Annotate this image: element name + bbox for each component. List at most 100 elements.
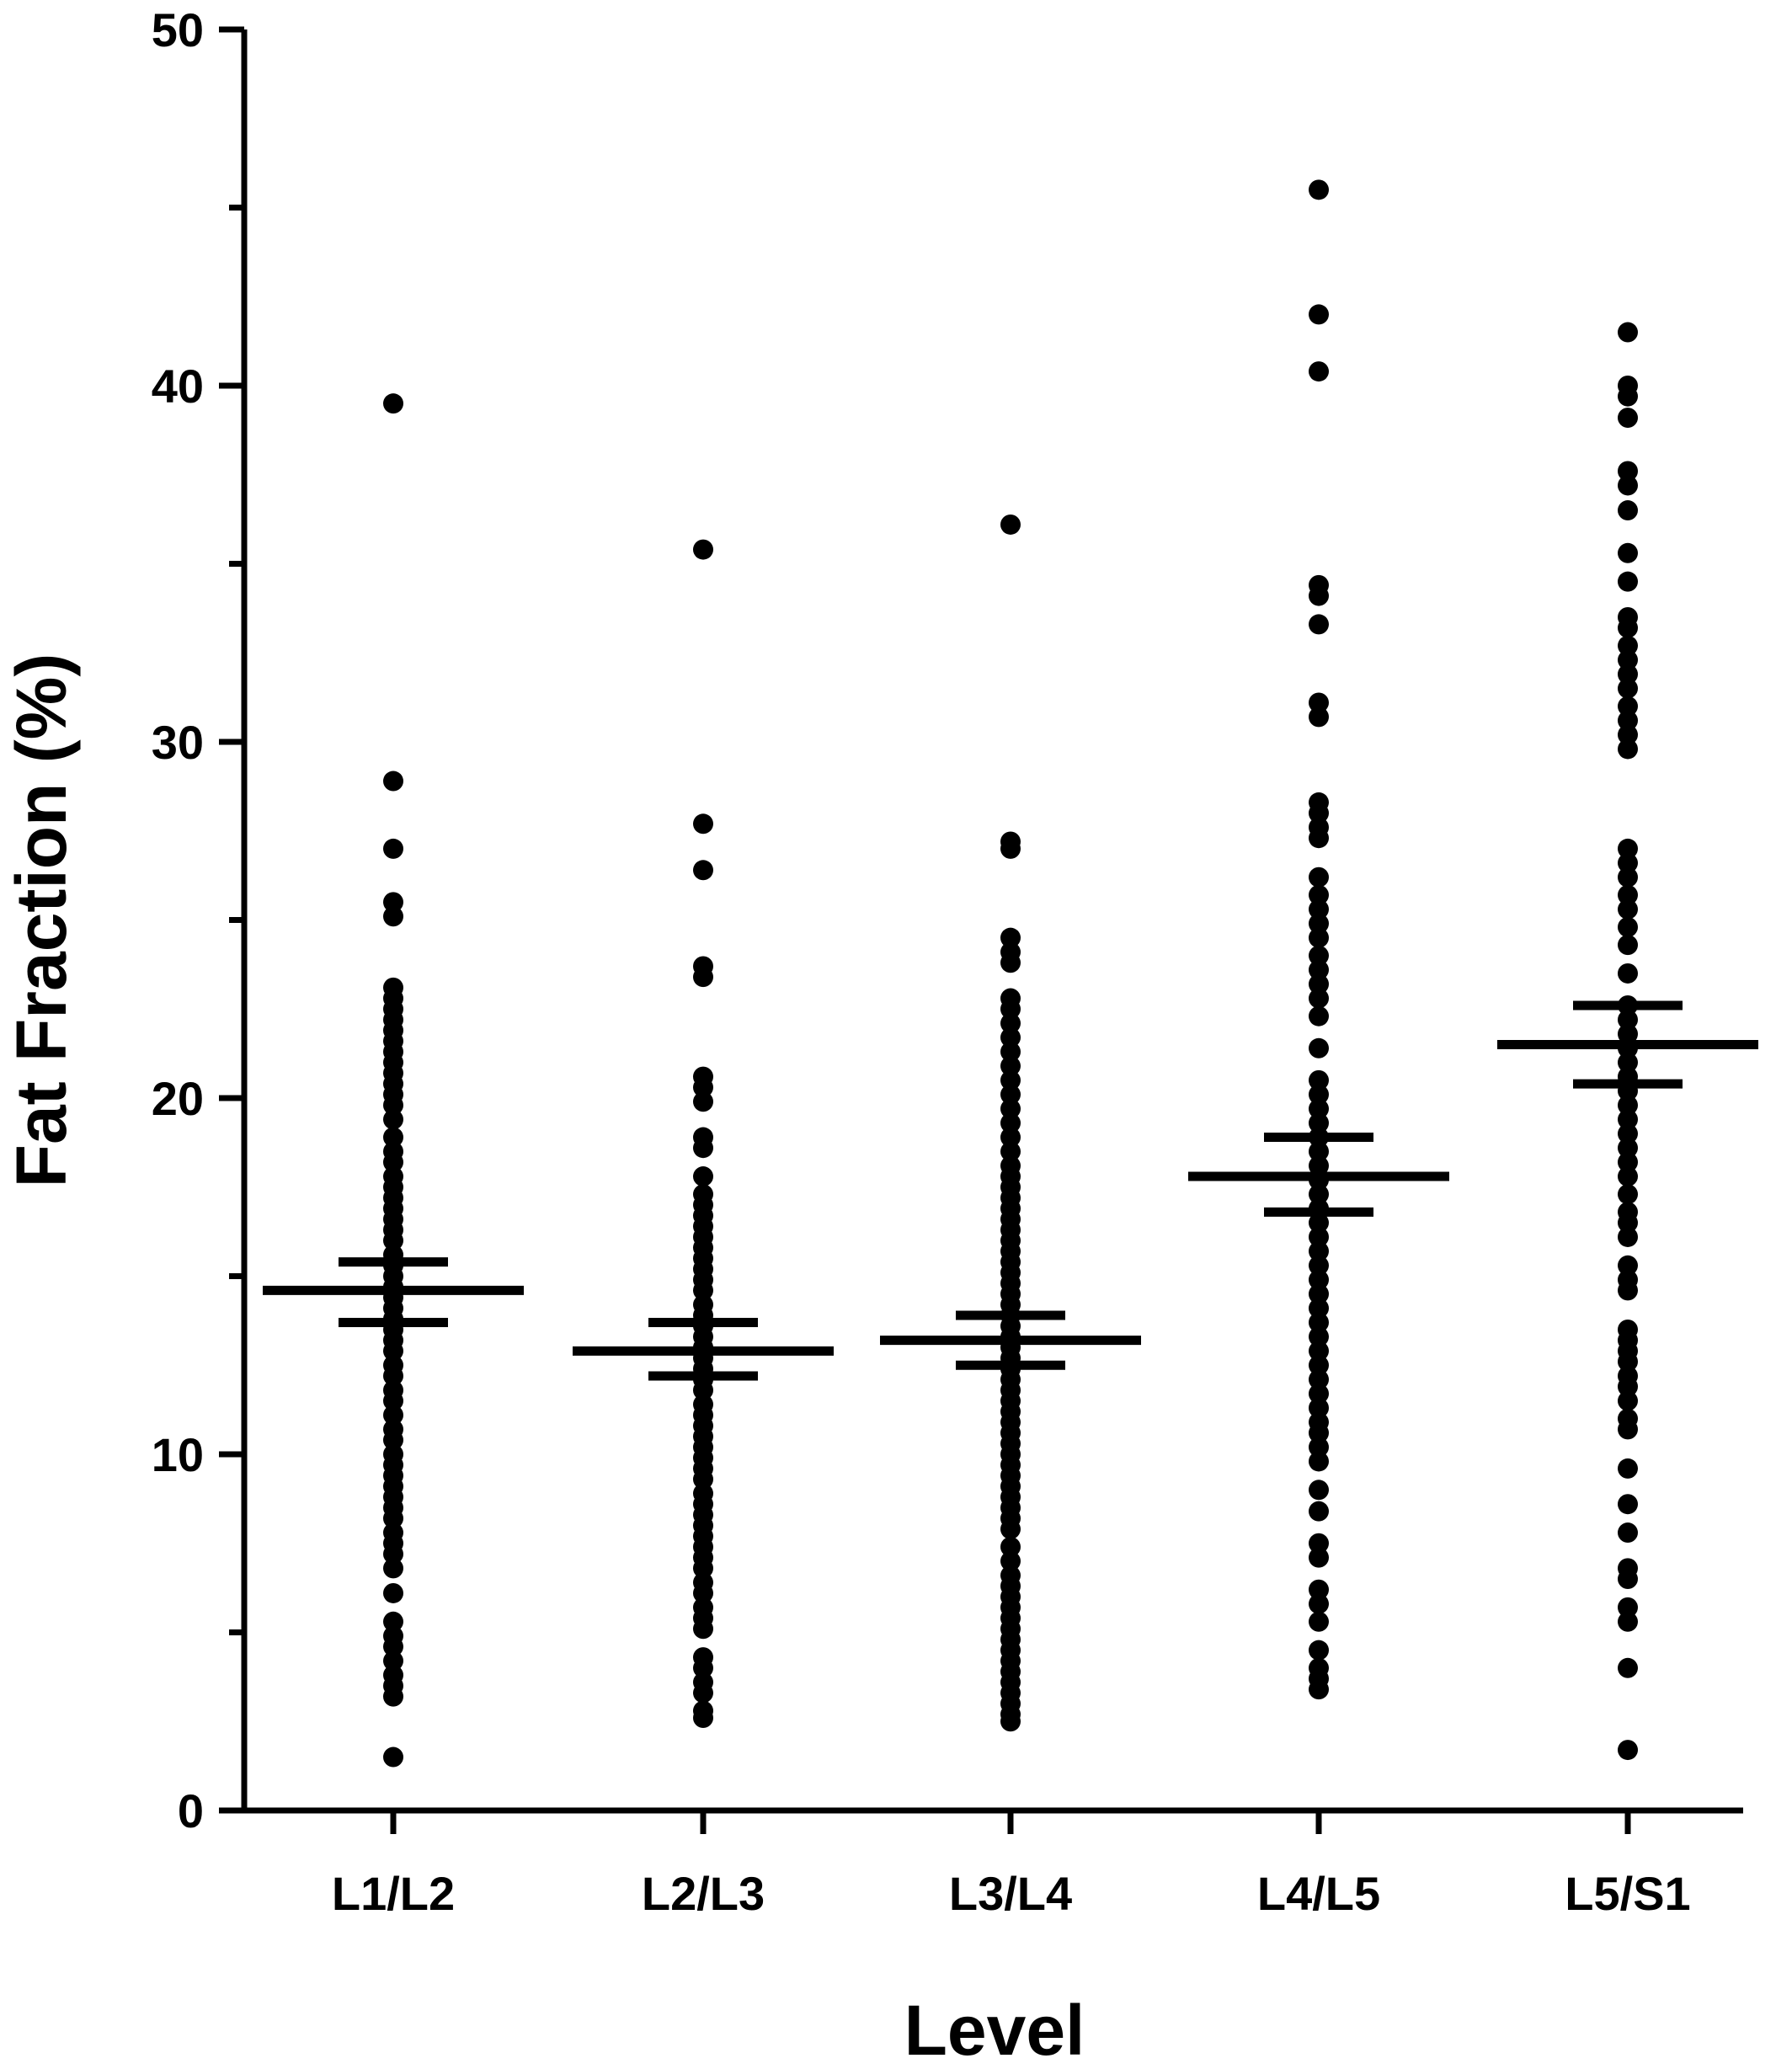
data-point	[383, 1686, 403, 1707]
data-point	[693, 1138, 713, 1159]
x-axis-title: Level	[904, 1991, 1085, 2069]
x-tick-label: L3/L4	[949, 1867, 1072, 1920]
data-point	[1618, 1184, 1638, 1205]
data-point	[1309, 1283, 1329, 1304]
data-point	[1309, 1112, 1329, 1133]
data-point	[1309, 1422, 1329, 1443]
data-point	[1309, 1533, 1329, 1554]
data-point	[383, 1430, 403, 1451]
data-point	[1618, 542, 1638, 563]
data-point	[1000, 999, 1021, 1020]
data-point	[1618, 1390, 1638, 1411]
data-point	[383, 1230, 403, 1251]
y-tick-label: 20	[152, 1072, 204, 1125]
data-point	[1618, 322, 1638, 343]
data-point	[1309, 927, 1329, 948]
data-point	[1618, 884, 1638, 905]
data-point	[1618, 1166, 1638, 1187]
data-point	[383, 1611, 403, 1632]
data-point	[1000, 1027, 1021, 1048]
data-point	[693, 1682, 713, 1704]
data-point	[383, 838, 403, 859]
data-point	[693, 539, 713, 560]
data-point	[693, 1379, 713, 1400]
data-point	[1618, 1740, 1638, 1761]
data-point	[383, 1746, 403, 1768]
data-point	[1309, 1547, 1329, 1568]
data-point	[1309, 304, 1329, 325]
data-point	[1618, 899, 1638, 920]
data-point	[1309, 1226, 1329, 1247]
y-tick-label: 10	[152, 1428, 204, 1481]
data-point	[1618, 386, 1638, 407]
y-axis-ticks: 0 10 20 30 40 50	[152, 3, 244, 1837]
data-point	[1309, 1298, 1329, 1319]
data-point	[1618, 649, 1638, 670]
data-point	[1618, 678, 1638, 699]
data-point	[1309, 1579, 1329, 1600]
data-point	[1618, 739, 1638, 760]
data-point	[1000, 1550, 1021, 1571]
data-point	[693, 1091, 713, 1112]
data-point	[1309, 361, 1329, 382]
data-point	[1309, 692, 1329, 713]
data-point	[1618, 867, 1638, 888]
data-point	[1309, 179, 1329, 200]
data-point	[1309, 959, 1329, 980]
data-point	[1000, 927, 1021, 948]
data-point	[693, 1708, 713, 1729]
data-point	[1309, 1326, 1329, 1347]
data-point	[1309, 1240, 1329, 1261]
data-point	[1618, 1376, 1638, 1397]
data-point	[1000, 1112, 1021, 1133]
data-point	[1618, 724, 1638, 745]
data-point	[1309, 1451, 1329, 1472]
data-point	[693, 967, 713, 988]
data-point	[1618, 1226, 1638, 1247]
data-point	[383, 1508, 403, 1529]
data-point	[383, 906, 403, 927]
data-point	[383, 1127, 403, 1148]
data-point	[1618, 696, 1638, 717]
data-point	[1618, 664, 1638, 685]
x-tick-label: L2/L3	[642, 1867, 765, 1920]
data-point	[1309, 1312, 1329, 1333]
y-axis-title: Fat Fraction (%)	[2, 653, 81, 1188]
mean-error-bars	[263, 1000, 1758, 1381]
data-point	[1309, 828, 1329, 849]
data-point	[1309, 1213, 1329, 1234]
data-point	[1618, 1280, 1638, 1301]
data-point	[1618, 1352, 1638, 1373]
data-point	[1309, 1255, 1329, 1276]
data-point	[1000, 952, 1021, 973]
data-point	[1309, 945, 1329, 966]
data-point	[693, 1582, 713, 1603]
data-point	[1309, 867, 1329, 888]
axes	[241, 29, 1743, 1814]
data-point	[383, 1405, 403, 1426]
data-point	[1000, 1711, 1021, 1732]
data-point	[383, 1636, 403, 1657]
data-point	[1618, 500, 1638, 521]
data-point	[1000, 1084, 1021, 1105]
data-point	[1309, 1398, 1329, 1419]
data-point	[1309, 1679, 1329, 1700]
data-point	[1618, 1657, 1638, 1678]
data-point	[1309, 1037, 1329, 1058]
data-point	[1309, 1098, 1329, 1119]
data-point	[1000, 838, 1021, 859]
data-point	[383, 1544, 403, 1565]
data-point	[1618, 1597, 1638, 1618]
data-point	[1000, 1055, 1021, 1076]
data-point	[1000, 1013, 1021, 1034]
data-point	[1618, 852, 1638, 873]
data-point	[383, 1109, 403, 1130]
data-point	[1618, 1109, 1638, 1130]
x-tick-label: L5/S1	[1565, 1867, 1690, 1920]
data-point	[383, 771, 403, 792]
data-point	[1618, 475, 1638, 496]
data-point	[1618, 1522, 1638, 1544]
data-point	[1309, 1069, 1329, 1090]
data-point	[693, 1077, 713, 1098]
